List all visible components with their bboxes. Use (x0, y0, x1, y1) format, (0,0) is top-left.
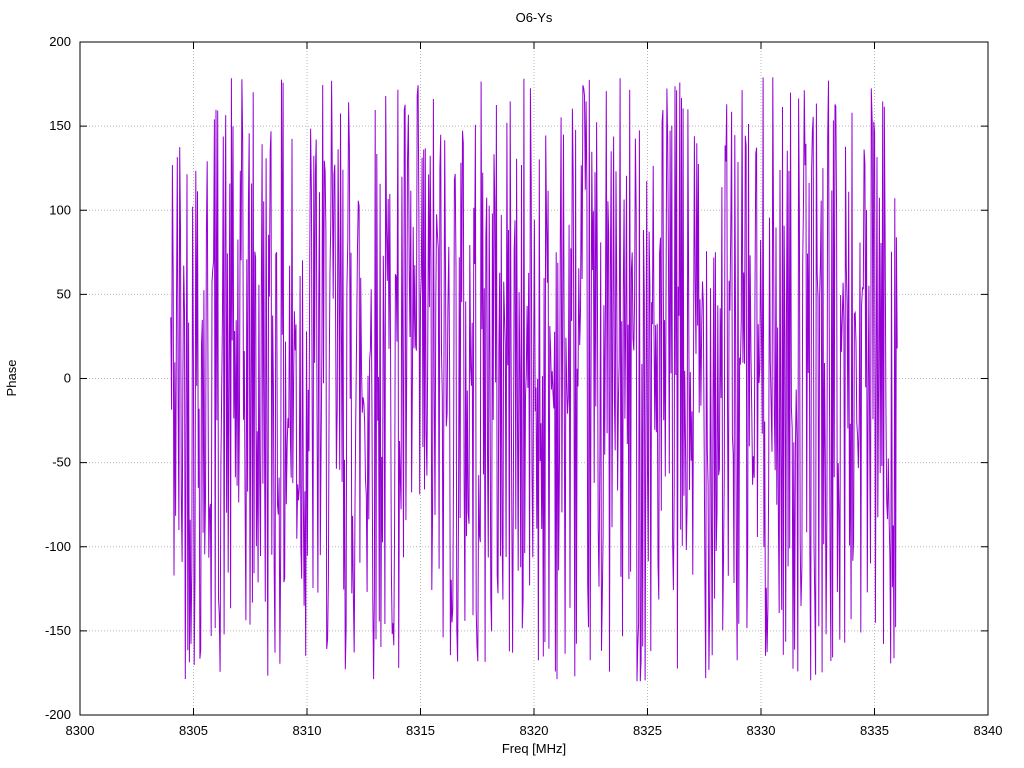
x-tick-label: 8325 (633, 723, 662, 738)
y-tick-label: -150 (45, 623, 71, 638)
x-tick-label: 8300 (66, 723, 95, 738)
plot-border (79, 41, 989, 716)
y-axis-label: Phase (4, 360, 19, 397)
x-tick-label: 8315 (406, 723, 435, 738)
y-tick-label: 100 (49, 202, 71, 217)
y-tick-label: -100 (45, 539, 71, 554)
x-tick-label: 8320 (520, 723, 549, 738)
y-tick-label: 0 (64, 371, 71, 386)
y-tick-label: 200 (49, 34, 71, 49)
y-tick-label: -50 (52, 455, 71, 470)
x-tick-label: 8340 (974, 723, 1003, 738)
x-axis-label: Freq [MHz] (502, 741, 566, 756)
phase-series-line (170, 77, 898, 682)
x-tick-label: 8305 (179, 723, 208, 738)
x-tick-label: 8310 (293, 723, 322, 738)
y-tick-label: -200 (45, 707, 71, 722)
y-tick-label: 50 (57, 286, 71, 301)
tick-labels: 8300 8305 8310 8315 8320 8325 8330 8335 8340 -200… (45, 34, 1002, 738)
y-tick-label: 150 (49, 118, 71, 133)
x-tick-label: 8335 (860, 723, 889, 738)
chart-title: O6-Ys (516, 10, 553, 25)
x-tick-label: 8330 (747, 723, 776, 738)
